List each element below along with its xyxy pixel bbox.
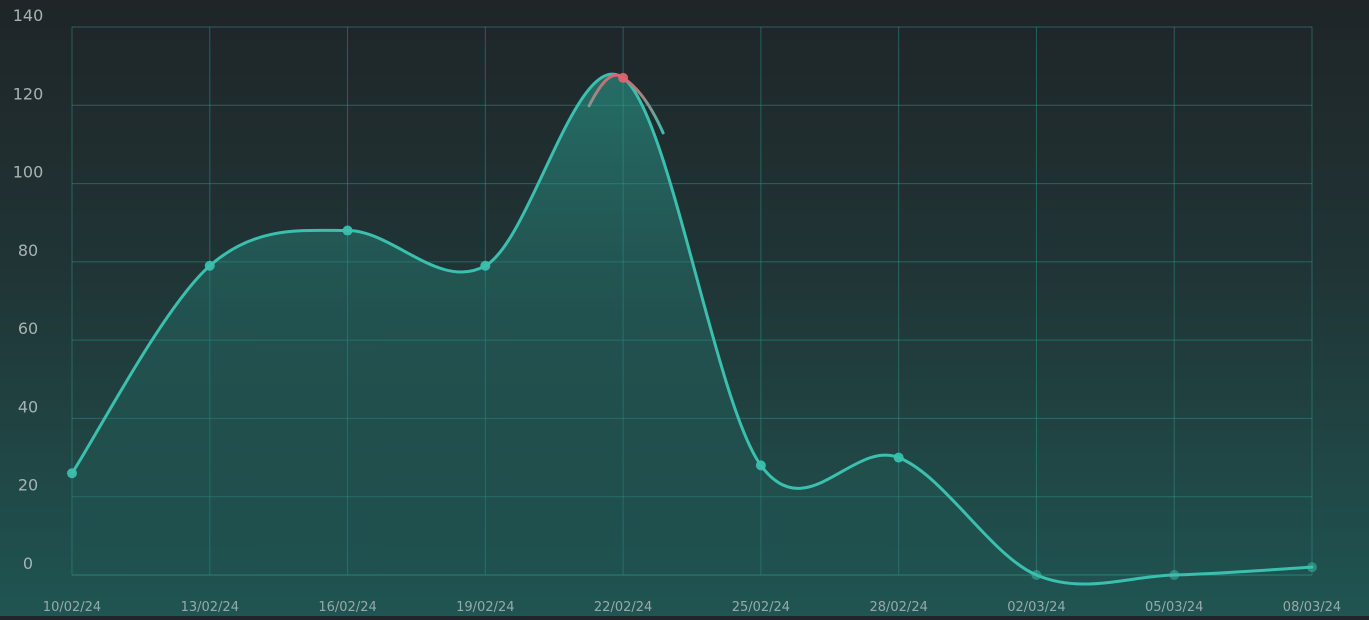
- series-area: [72, 74, 1312, 584]
- y-tick-label: 80: [18, 241, 38, 260]
- data-point[interactable]: [1031, 570, 1042, 580]
- area-fill-layer: [72, 74, 1312, 584]
- data-point[interactable]: [618, 72, 629, 83]
- y-tick-label: 100: [13, 163, 44, 182]
- y-tick-label: 60: [18, 319, 38, 338]
- data-point[interactable]: [480, 260, 491, 271]
- y-tick-label: 0: [23, 554, 33, 573]
- x-tick-label: 28/02/24: [869, 600, 927, 615]
- data-point[interactable]: [1169, 570, 1180, 580]
- y-tick-label: 120: [13, 84, 44, 103]
- data-point[interactable]: [342, 225, 353, 236]
- x-tick-label: 08/03/24: [1283, 600, 1341, 615]
- y-tick-label: 20: [18, 476, 38, 495]
- x-tick-label: 02/03/24: [1007, 600, 1065, 615]
- x-axis-ticks: 10/02/24 13/02/24 16/02/24 19/02/24 22/02/24…: [43, 600, 1341, 615]
- series-line: [70, 72, 1314, 586]
- y-tick-label: 40: [18, 397, 38, 416]
- x-tick-label: 19/02/24: [456, 600, 514, 615]
- data-point[interactable]: [1307, 562, 1317, 573]
- x-tick-label: 13/02/24: [181, 600, 239, 615]
- y-axis-ticks: 0 20 40 60 80 100 120 140: [13, 6, 44, 573]
- x-tick-label: 16/02/24: [318, 600, 376, 615]
- x-tick-label: 05/03/24: [1145, 600, 1203, 615]
- data-point[interactable]: [204, 260, 215, 271]
- data-point[interactable]: [67, 468, 77, 479]
- x-tick-label: 25/02/24: [732, 600, 790, 615]
- data-point[interactable]: [755, 460, 766, 471]
- data-point[interactable]: [893, 452, 904, 463]
- data-points: [67, 72, 1317, 580]
- y-tick-label: 140: [13, 6, 44, 25]
- x-tick-label: 22/02/24: [594, 600, 652, 615]
- x-tick-label: 10/02/24: [43, 600, 101, 615]
